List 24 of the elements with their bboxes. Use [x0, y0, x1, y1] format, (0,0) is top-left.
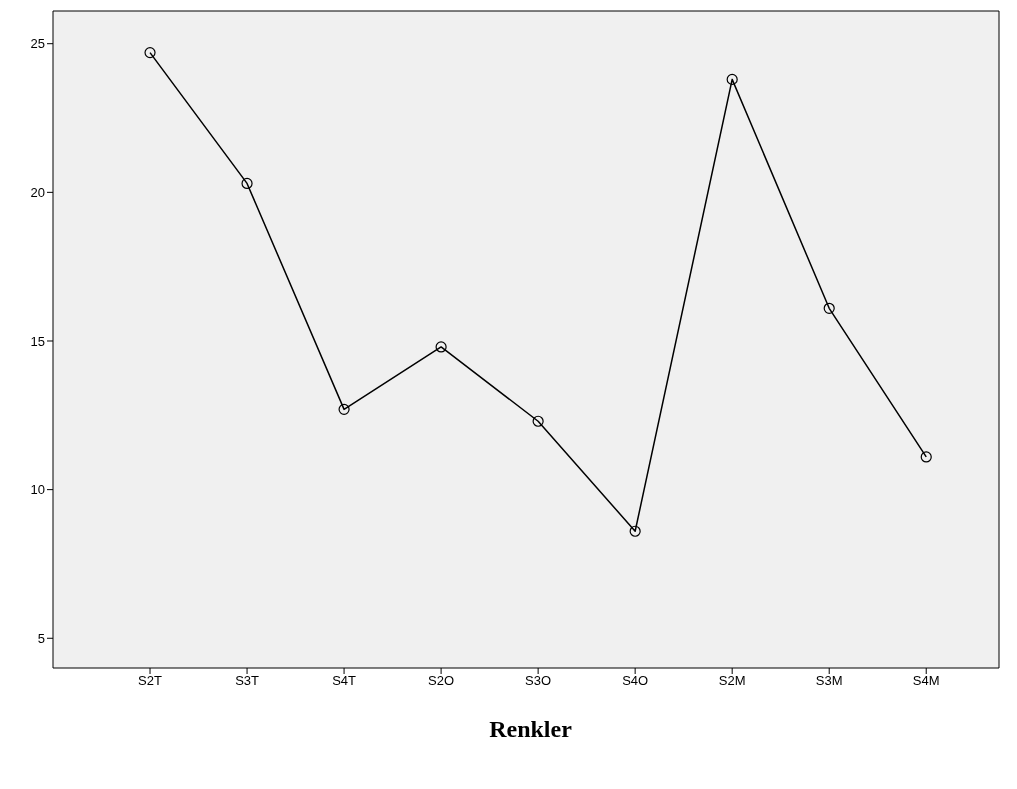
y-tick-label: 5 [37, 630, 45, 646]
point [726, 73, 738, 85]
point [823, 302, 835, 314]
x-tick-label: S4M [912, 673, 940, 689]
x-tick-label: S4T [332, 673, 357, 689]
y-tick-label: 20 [30, 184, 45, 200]
point [241, 177, 253, 190]
point [629, 525, 641, 537]
x-tick-label: S4O [622, 673, 649, 689]
point [435, 341, 447, 353]
x-tick-label: S3O [525, 673, 552, 689]
point [920, 451, 932, 463]
point [144, 47, 156, 59]
point [338, 403, 350, 415]
point [532, 415, 544, 427]
y-tick-label: 15 [30, 333, 45, 349]
x-tick-label: S2T [138, 673, 162, 689]
y-tick-label: 25 [30, 36, 45, 52]
y-tick-label: 10 [30, 482, 45, 498]
x-tick-label: S2M [718, 673, 746, 689]
x-tick-label: S3M [815, 673, 843, 689]
x-tick-label: S3T [235, 673, 260, 689]
x-tick-label: S2O [428, 673, 455, 689]
x-axis-title: Renkler [488, 716, 573, 743]
